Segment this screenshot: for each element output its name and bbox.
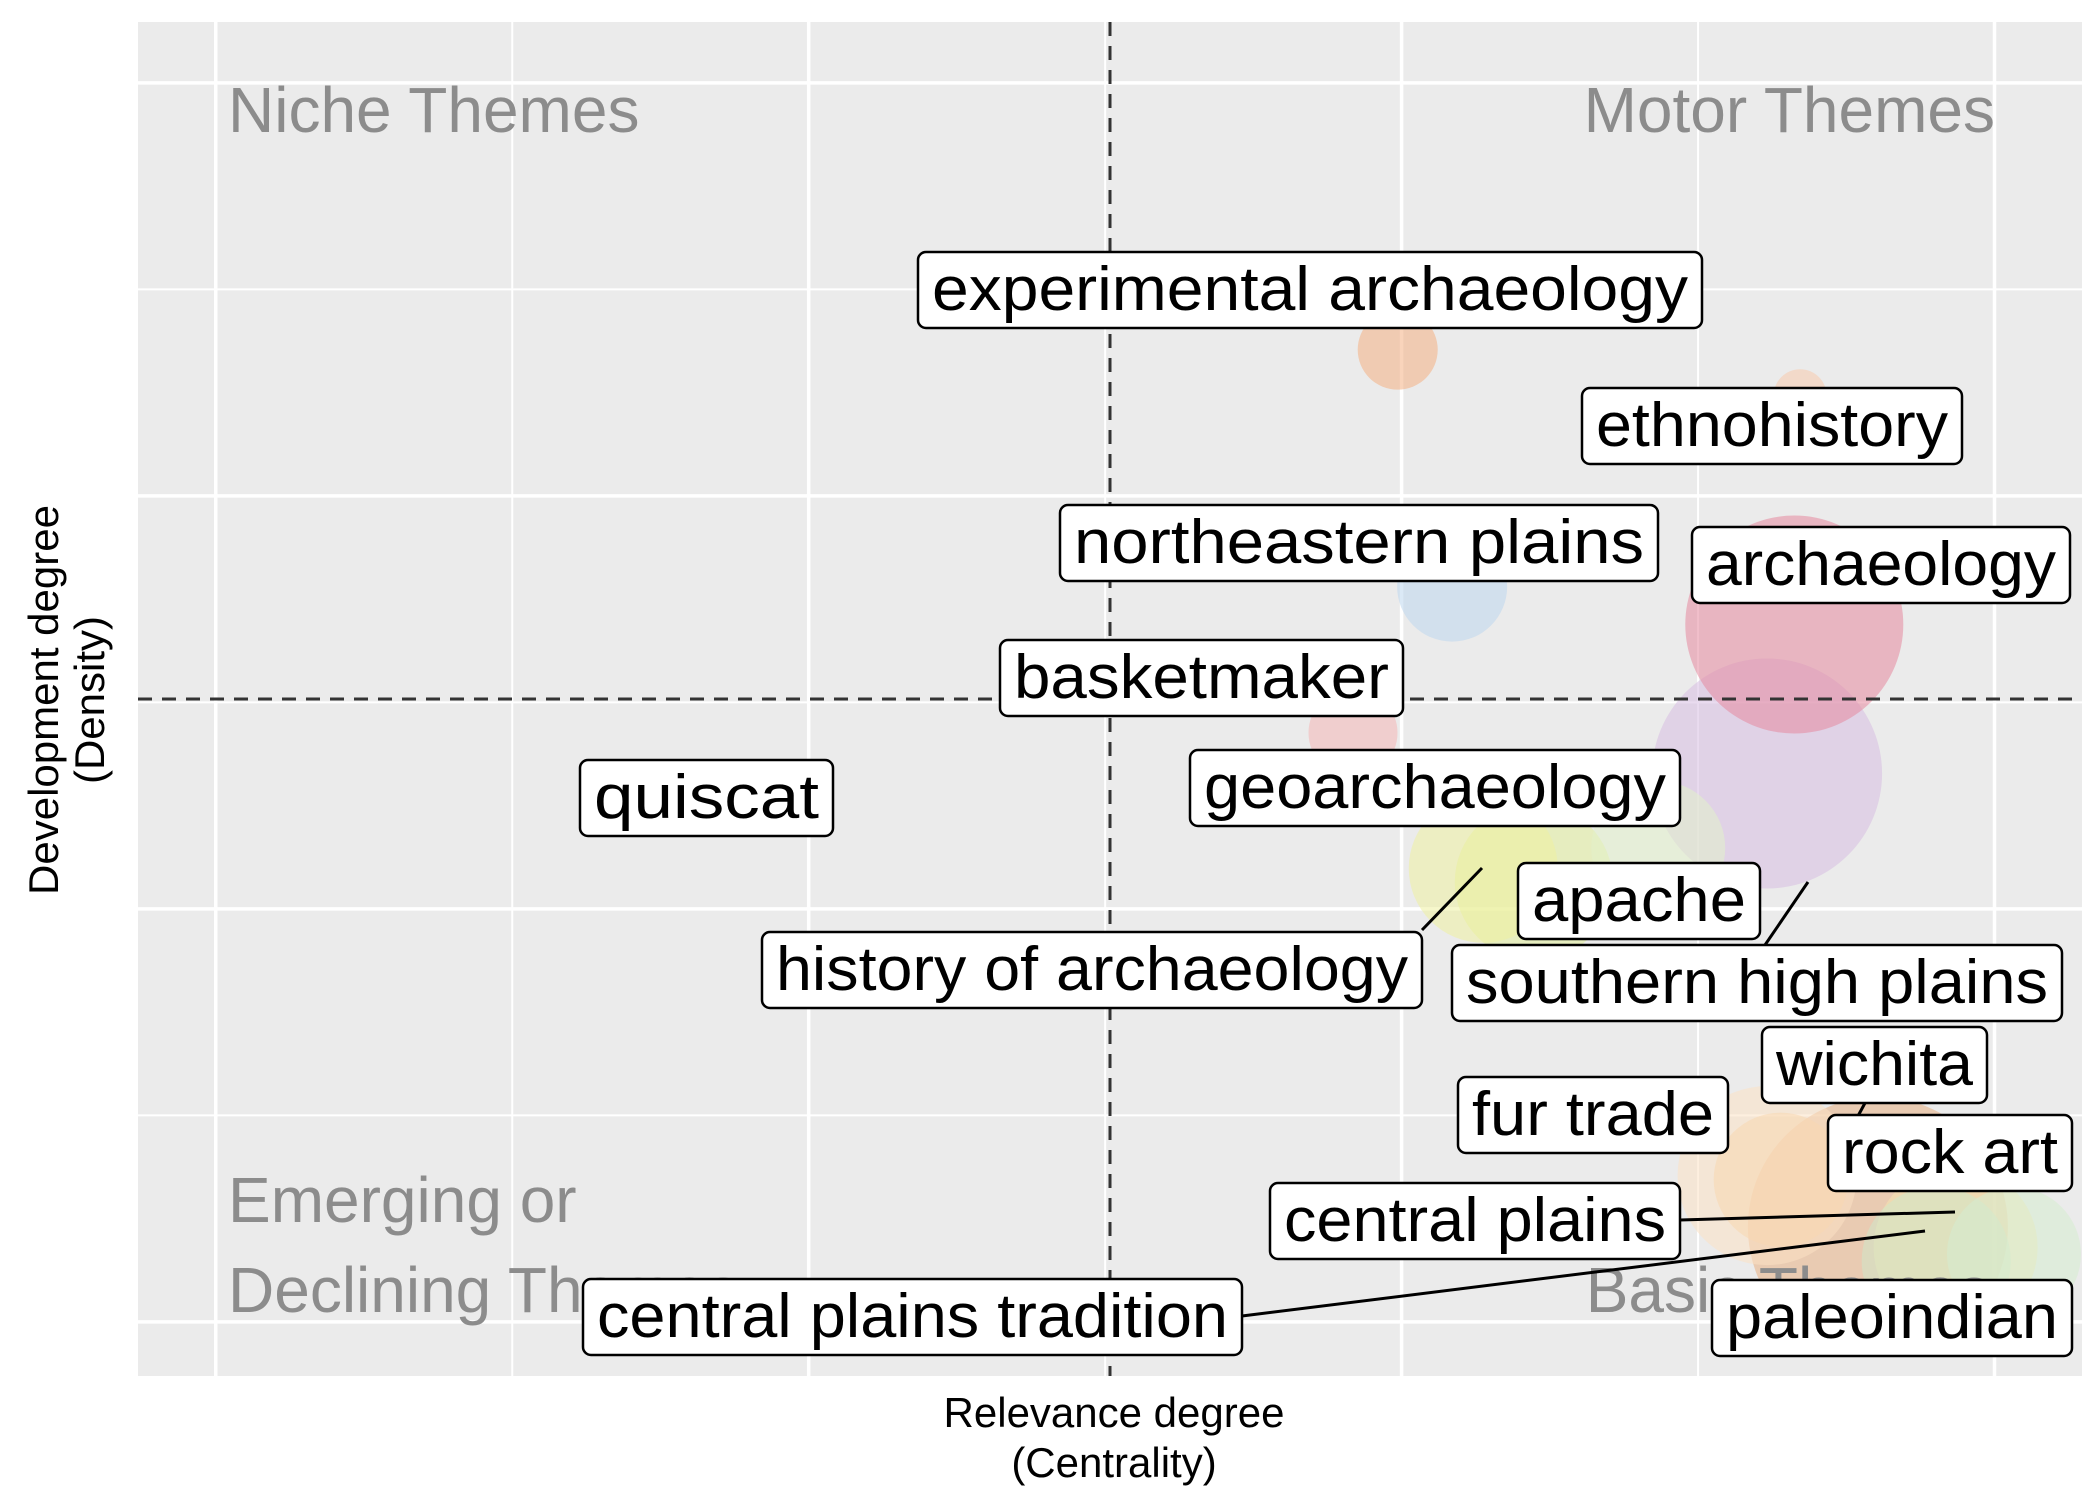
label-southern-high-plains: southern high plains	[1450, 943, 2064, 1023]
label-box	[916, 250, 1704, 330]
label-text: basketmaker	[1014, 643, 1389, 712]
label-box	[1450, 943, 2064, 1023]
quadrant-top-left-line-1: Niche Themes	[228, 74, 639, 146]
label-text: apache	[1532, 866, 1746, 935]
label-box	[1516, 861, 1762, 941]
label-quiscat: quiscat	[578, 758, 835, 838]
quadrant-top-right-line-1: Motor Themes	[1584, 74, 1995, 146]
label-text: central plains tradition	[597, 1282, 1228, 1351]
label-central-plains-tradition: central plains tradition	[581, 1277, 1244, 1357]
label-geoarchaeology: geoarchaeology	[1188, 748, 1682, 828]
label-box	[998, 638, 1405, 718]
label-box	[1188, 748, 1682, 828]
label-box	[1580, 386, 1964, 466]
label-text: wichita	[1775, 1030, 1974, 1099]
label-box	[1760, 1025, 1989, 1105]
label-history-of-archaeology: history of archaeology	[760, 930, 1424, 1010]
label-box	[760, 930, 1424, 1010]
label-fur-trade: fur trade	[1456, 1075, 1730, 1155]
connector-history-of-archaeology	[1420, 866, 1484, 932]
connector-southern-high-plains	[1763, 881, 1810, 946]
label-text: experimental archaeology	[932, 255, 1688, 324]
label-box	[1826, 1113, 2074, 1193]
label-box	[578, 758, 835, 838]
label-text: paleoindian	[1726, 1283, 2058, 1352]
label-wichita: wichita	[1760, 1025, 1989, 1105]
label-text: archaeology	[1706, 530, 2056, 599]
x-axis-title-line-1: Relevance degree	[944, 1389, 1285, 1436]
label-box	[1456, 1075, 1730, 1155]
label-basketmaker: basketmaker	[998, 638, 1405, 718]
label-text: quiscat	[594, 763, 819, 832]
label-northeastern-plains: northeastern plains	[1058, 503, 1660, 583]
label-text: geoarchaeology	[1204, 753, 1666, 822]
y-axis-title-line-1: Development degree	[20, 505, 67, 895]
bubble-fur-trade	[1713, 1112, 1848, 1247]
label-box	[1268, 1181, 1682, 1261]
label-text: rock art	[1842, 1118, 2058, 1187]
label-ethnohistory: ethnohistory	[1580, 386, 1964, 466]
label-text: southern high plains	[1466, 948, 2048, 1017]
label-rock-art: rock art	[1826, 1113, 2074, 1193]
label-connectors	[1241, 866, 1956, 1318]
label-text: northeastern plains	[1074, 508, 1644, 577]
connector-central-plains	[1679, 1210, 1956, 1222]
label-experimental-archaeology: experimental archaeology	[916, 250, 1704, 330]
bubble-experimental-archaeology	[1357, 309, 1438, 390]
label-box	[1710, 1278, 2074, 1358]
point-labels: experimental archaeology ethnohistory nort…	[578, 250, 2074, 1358]
label-text: central plains	[1284, 1186, 1666, 1255]
label-text: ethnohistory	[1596, 391, 1948, 460]
label-text: fur trade	[1472, 1080, 1714, 1149]
label-archaeology: archaeology	[1690, 525, 2072, 605]
label-text: history of archaeology	[776, 935, 1408, 1004]
label-box	[1058, 503, 1660, 583]
y-axis-title-line-2: (Density)	[66, 616, 113, 784]
connector-central-plains-tradition	[1241, 1229, 1926, 1318]
label-apache: apache	[1516, 861, 1762, 941]
label-central-plains: central plains	[1268, 1181, 1682, 1261]
label-paleoindian: paleoindian	[1710, 1278, 2074, 1358]
label-box	[1690, 525, 2072, 605]
quadrant-bottom-left-line-1: Emerging or	[228, 1164, 577, 1236]
x-axis-title-line-2: (Centrality)	[1011, 1439, 1216, 1486]
label-box	[581, 1277, 1244, 1357]
